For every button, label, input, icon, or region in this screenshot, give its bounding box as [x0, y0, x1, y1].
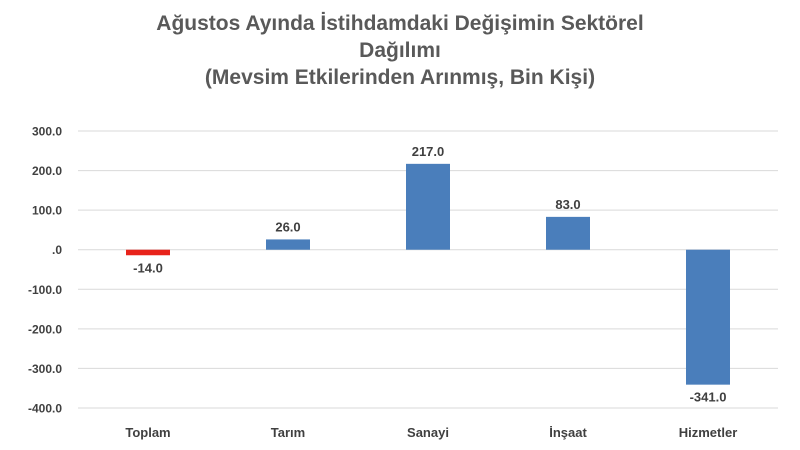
y-axis: 300.0 200.0 100.0 .0 -100.0 -200.0 -300.0 -400.…	[28, 125, 62, 416]
value-label: 217.0	[412, 144, 445, 159]
y-tick-label: -200.0	[28, 322, 62, 336]
y-tick-label: 300.0	[32, 125, 62, 139]
value-label: 26.0	[275, 219, 300, 234]
bar-i̇nşaat	[546, 216, 590, 250]
value-label: -341.0	[690, 390, 727, 405]
value-label: 83.0	[555, 197, 580, 212]
x-tick-label: Sanayi	[407, 425, 449, 440]
y-tick-label: .0	[52, 243, 62, 257]
y-tick-label: -100.0	[28, 283, 62, 297]
y-tick-label: -300.0	[28, 362, 62, 376]
y-tick-label: -400.0	[28, 402, 62, 416]
x-tick-label: İnşaat	[549, 425, 587, 440]
x-tick-label: Toplam	[125, 425, 170, 440]
value-label: -14.0	[133, 260, 163, 275]
chart-title-line-1: Ağustos Ayında İstihdamdaki Değişimin Se…	[156, 12, 644, 35]
bar-tarım	[266, 239, 310, 250]
x-tick-label: Tarım	[271, 425, 305, 440]
chart-title-line-2: Dağılımı	[359, 39, 441, 62]
value-labels: -14.0 26.0 217.0 83.0 -341.0	[133, 144, 726, 405]
x-tick-label: Hizmetler	[679, 425, 738, 440]
bar-toplam	[126, 249, 170, 256]
bars	[126, 163, 730, 385]
y-tick-label: 100.0	[32, 204, 62, 218]
bar-sanayi	[406, 163, 450, 250]
chart-title-line-3: (Mevsim Etkilerinden Arınmış, Bin Kişi)	[204, 66, 596, 89]
chart-title: Ağustos Ayında İstihdamdaki Değişimin Se…	[0, 10, 800, 91]
x-axis: Toplam Tarım Sanayi İnşaat Hizmetler	[125, 425, 737, 440]
bar-hizmetler	[686, 249, 730, 385]
y-tick-label: 200.0	[32, 164, 62, 178]
